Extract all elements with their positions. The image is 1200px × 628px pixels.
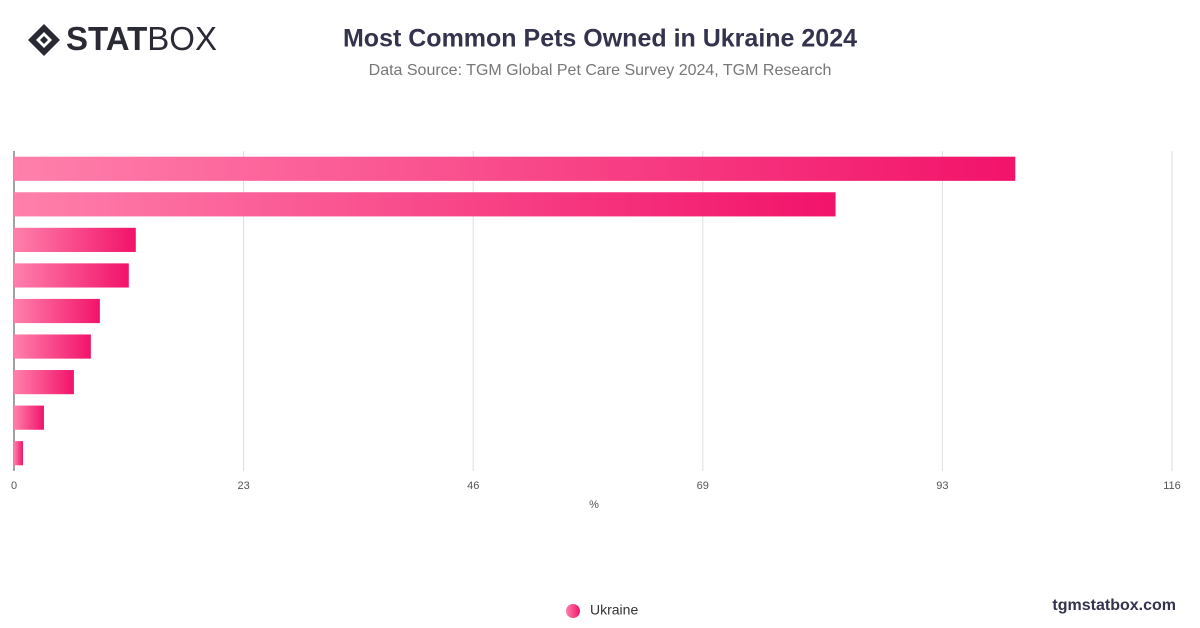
footer-url: tgmstatbox.com — [1052, 597, 1176, 614]
bar — [14, 227, 136, 252]
chart-title: Most Common Pets Owned in Ukraine 2024 — [343, 25, 857, 53]
bar — [14, 192, 836, 217]
x-tick-label: 46 — [467, 480, 479, 492]
logo: STATBOX — [28, 20, 217, 57]
logo-light: BOX — [147, 20, 217, 57]
x-tick-label: 23 — [237, 480, 249, 492]
legend-label: Ukraine — [590, 602, 638, 618]
x-tick-label: 0 — [11, 480, 17, 492]
bar — [14, 441, 23, 466]
x-axis-label: % — [589, 499, 599, 511]
logo-bold: STAT — [66, 20, 147, 57]
chart-subtitle: Data Source: TGM Global Pet Care Survey … — [369, 62, 832, 79]
x-tick-label: 116 — [1163, 480, 1181, 492]
bar — [14, 370, 74, 395]
bar — [14, 156, 1016, 181]
legend-marker — [566, 604, 580, 618]
logo-text: STATBOX — [66, 20, 217, 57]
logo-icon — [28, 24, 60, 56]
bar — [14, 298, 100, 324]
bar — [14, 334, 91, 359]
x-tick-label: 69 — [697, 480, 709, 492]
bar — [14, 405, 44, 430]
x-tick-label: 93 — [936, 480, 948, 492]
bar — [14, 263, 129, 288]
